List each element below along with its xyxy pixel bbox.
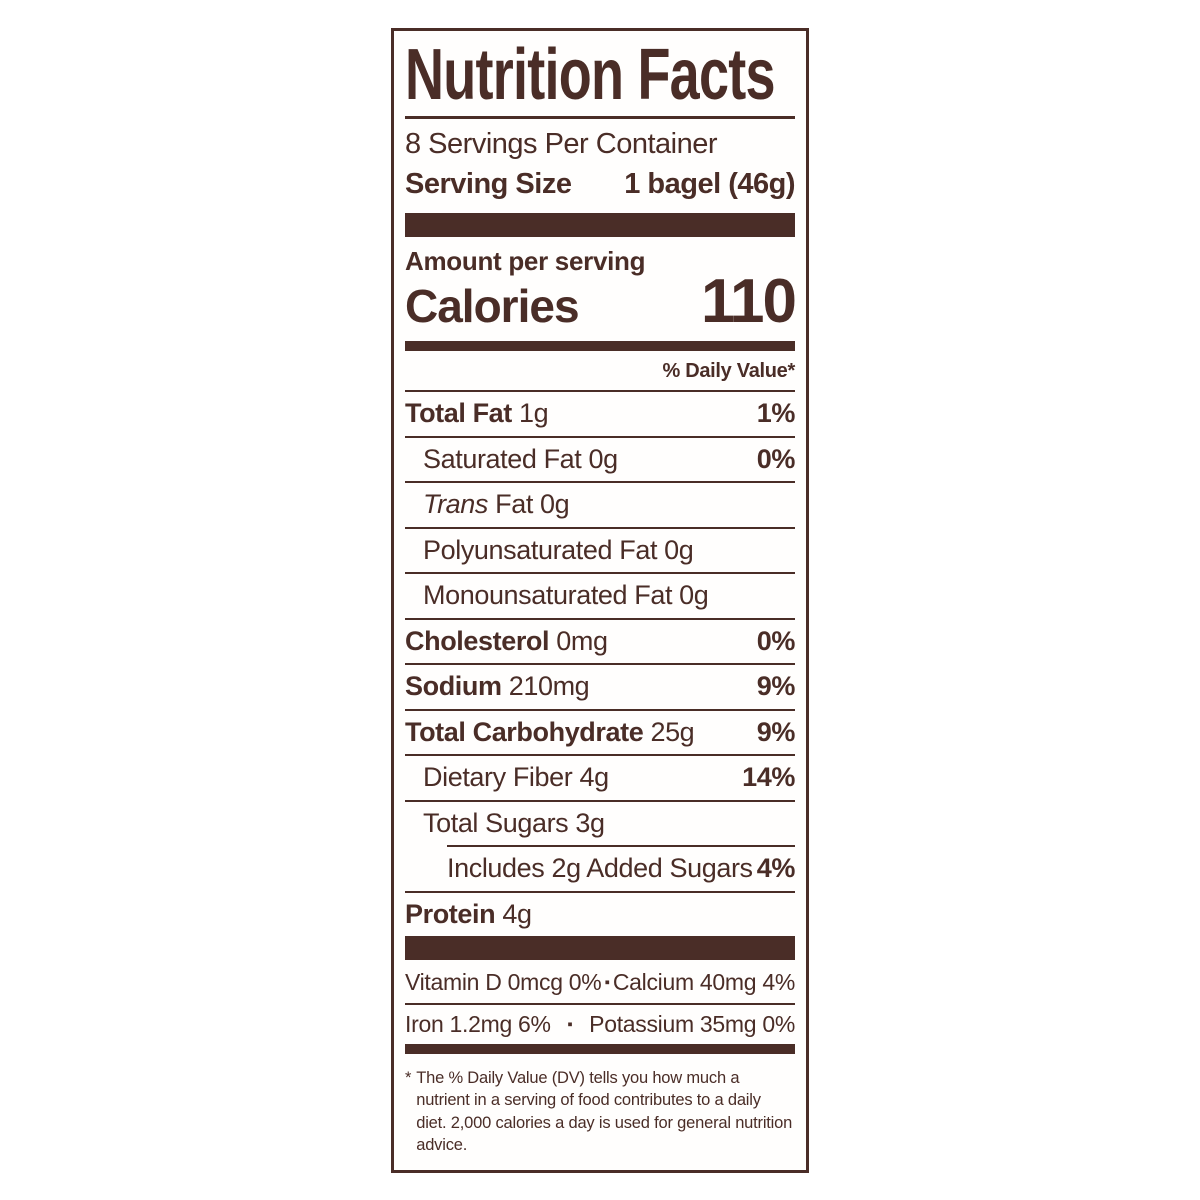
- amount-per-serving-label: Amount per serving: [405, 245, 646, 276]
- nutrient-name: Total Carbohydrate: [405, 716, 644, 747]
- micronutrient-left: Iron 1.2mg 6%: [405, 1011, 551, 1038]
- nutrient-amount: 4g: [502, 898, 532, 929]
- nutrient-row-trans-fat: Trans Fat 0g: [405, 481, 795, 527]
- nutrient-name-amount: Sodium 210mg: [405, 671, 590, 702]
- nutrient-amount: 3g: [575, 807, 605, 838]
- nutrient-row-sodium: Sodium 210mg 9%: [405, 663, 795, 709]
- nutrient-amount: 0g: [679, 580, 709, 611]
- nutrient-name: Total Sugars: [423, 807, 569, 838]
- nutrient-row-cholesterol: Cholesterol 0mg 0%: [405, 617, 796, 664]
- nutrient-row-total-carbohydrate: Total Carbohydrate 25g 9%: [405, 708, 796, 755]
- nutrient-row-saturated-fat: Saturated Fat 0g 0%: [405, 435, 796, 482]
- daily-value-header: % Daily Value*: [662, 360, 795, 383]
- nutrient-dv: 9%: [756, 716, 796, 747]
- nutrient-name: Dietary Fiber: [423, 762, 573, 793]
- nutrient-name-amount: Total Fat 1g: [405, 398, 549, 429]
- micronutrient-right: Potassium 35mg 0%: [589, 1011, 795, 1038]
- nutrient-amount: 0g: [540, 489, 570, 520]
- nutrient-name: Protein: [405, 898, 496, 929]
- nutrient-row-total-fat: Total Fat 1g 1%: [405, 390, 795, 436]
- nutrient-name: Sodium: [405, 671, 502, 702]
- nutrient-name-amount: Saturated Fat 0g: [405, 444, 618, 475]
- nutrient-amount: 0g: [664, 534, 694, 565]
- nutrient-name: Fat: [495, 489, 533, 520]
- nutrient-name: Total Fat: [405, 398, 512, 429]
- nutrient-amount: 1g: [519, 398, 549, 429]
- section-divider-medium-footnote: [405, 1044, 795, 1055]
- nutrient-name: Polyunsaturated Fat: [423, 534, 658, 565]
- serving-size-label: Serving Size: [405, 167, 572, 200]
- title-divider: [405, 116, 795, 120]
- nutrient-name: Monounsaturated Fat: [423, 580, 673, 611]
- nutrient-name-amount: Trans Fat 0g: [405, 489, 570, 520]
- nutrient-name: Saturated Fat: [423, 443, 582, 474]
- micronutrient-left: Vitamin D 0mcg 0%: [405, 969, 602, 996]
- footnote-text: The % Daily Value (DV) tells you how muc…: [416, 1069, 793, 1154]
- nutrient-name-italic: Trans: [423, 489, 489, 520]
- nutrient-name-amount: Cholesterol 0mg: [405, 626, 608, 657]
- nutrient-amount: 0g: [588, 443, 619, 474]
- section-divider-medium-calories: [405, 341, 795, 352]
- nutrient-amount: 0mg: [556, 625, 608, 656]
- section-divider-thick-bottom: [405, 936, 795, 961]
- nutrient-dv: 14%: [742, 762, 795, 793]
- nutrition-facts-label: Nutrition Facts 8 Servings Per Container…: [391, 28, 809, 1173]
- nutrient-dv: 4%: [756, 853, 796, 884]
- label-title: Nutrition Facts: [405, 35, 776, 115]
- nutrient-row-protein: Protein 4g: [405, 890, 795, 937]
- serving-size-row: Serving Size 1 bagel (46g): [405, 168, 795, 201]
- nutrient-row-added-sugars: Includes 2g Added Sugars 4%: [447, 845, 795, 891]
- nutrient-amount: 25g: [650, 716, 695, 747]
- nutrient-name: Includes 2g Added Sugars: [447, 853, 753, 884]
- section-divider-thick-top: [405, 212, 795, 237]
- nutrient-dv: 0%: [756, 443, 796, 474]
- daily-value-footnote: * The % Daily Value (DV) tells you how m…: [405, 1067, 795, 1156]
- nutrient-row-dietary-fiber: Dietary Fiber 4g 14%: [405, 754, 795, 800]
- nutrient-amount: 4g: [579, 762, 609, 793]
- nutrient-amount: 210mg: [508, 671, 590, 702]
- nutrient-row-monounsaturated-fat: Monounsaturated Fat 0g: [405, 572, 795, 618]
- nutrient-name-amount: Protein 4g: [405, 899, 532, 930]
- nutrient-dv: 0%: [756, 625, 796, 656]
- nutrient-name-amount: Total Carbohydrate 25g: [405, 716, 695, 748]
- calories-label: Calories: [405, 280, 580, 333]
- micronutrient-right: Calcium 40mg 4%: [612, 969, 795, 996]
- nutrient-row-polyunsaturated-fat: Polyunsaturated Fat 0g: [405, 526, 795, 573]
- nutrient-dv: 9%: [756, 671, 796, 702]
- bullet-separator-icon: ▪: [604, 974, 610, 992]
- serving-size-value: 1 bagel (46g): [624, 167, 795, 200]
- nutrient-name-amount: Polyunsaturated Fat 0g: [405, 534, 694, 566]
- nutrient-row-total-sugars: Total Sugars 3g: [405, 799, 795, 846]
- footnote-asterisk: *: [405, 1069, 412, 1088]
- nutrient-name: Cholesterol: [405, 625, 550, 656]
- calories-value: 110: [700, 266, 797, 336]
- nutrient-dv: 1%: [756, 398, 796, 429]
- nutrient-name-amount: Monounsaturated Fat 0g: [405, 580, 709, 611]
- nutrient-name-amount: Includes 2g Added Sugars: [447, 853, 753, 884]
- servings-per-container: 8 Servings Per Container: [405, 128, 718, 161]
- micronutrient-row-1: Vitamin D 0mcg 0% ▪ Calcium 40mg 4%: [405, 962, 795, 1003]
- micronutrient-row-2: Iron 1.2mg 6% ▪ Potassium 35mg 0%: [405, 1003, 795, 1044]
- calories-row: Calories 110: [405, 266, 797, 336]
- nutrient-name-amount: Dietary Fiber 4g: [405, 762, 609, 793]
- bullet-separator-icon: ▪: [567, 1016, 573, 1034]
- nutrient-name-amount: Total Sugars 3g: [405, 808, 605, 839]
